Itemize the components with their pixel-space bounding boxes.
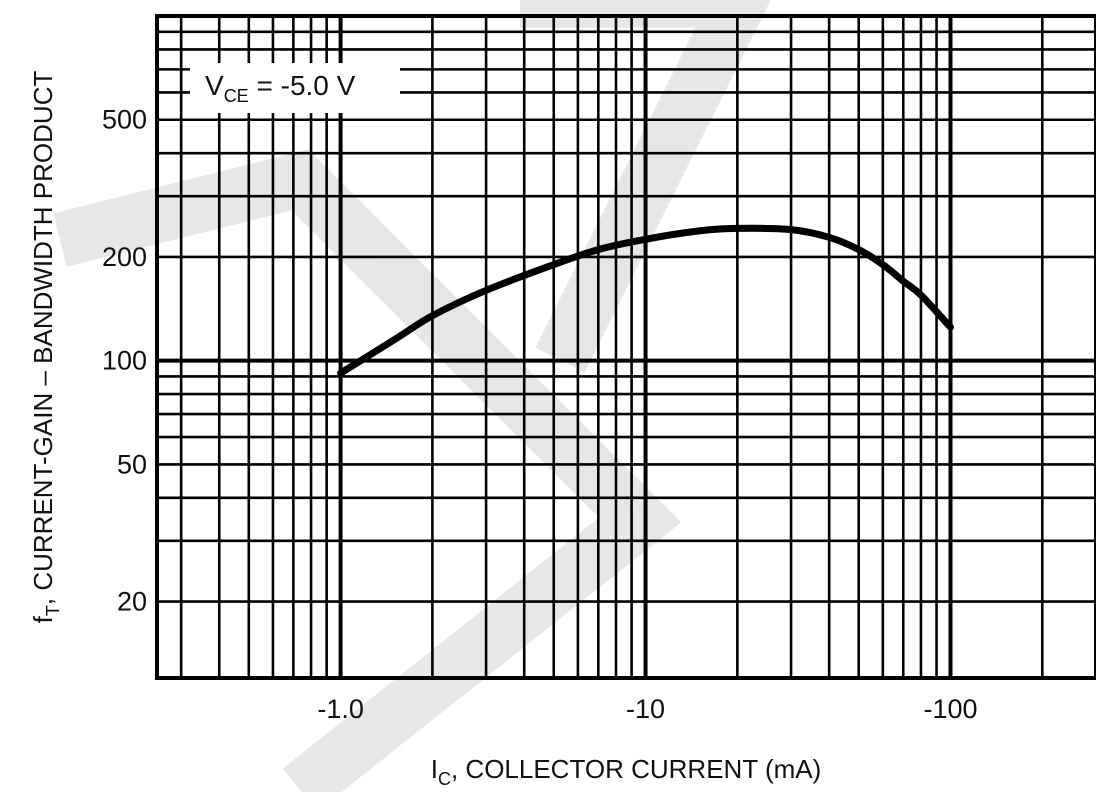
- y-tick-label: 50: [117, 449, 147, 479]
- y-tick-label: 200: [102, 242, 147, 272]
- y-tick-label: 100: [102, 346, 147, 376]
- series-layer: [337, 224, 954, 377]
- y-tick-label: 20: [117, 587, 147, 617]
- y-tick-labels: 20 50 100 200 500: [102, 105, 147, 617]
- series-line: [337, 224, 954, 377]
- x-axis-label: IC, COLLECTOR CURRENT (mA): [431, 754, 822, 789]
- plot-frame: [155, 14, 1096, 680]
- x-tick-label: -10: [626, 694, 665, 724]
- annotation-vce: VCE = -5.0 V: [205, 70, 356, 106]
- annotation-box: VCE = -5.0 V: [190, 63, 400, 113]
- x-tick-labels: -1.0 -10 -100: [317, 694, 977, 724]
- grid: [157, 14, 1096, 678]
- y-axis-label: fT, CURRENT-GAIN – BANDWIDTH PRODUCT: [28, 71, 63, 624]
- x-tick-label: -100: [923, 694, 977, 724]
- y-tick-label: 500: [102, 105, 147, 135]
- x-tick-label: -1.0: [317, 694, 364, 724]
